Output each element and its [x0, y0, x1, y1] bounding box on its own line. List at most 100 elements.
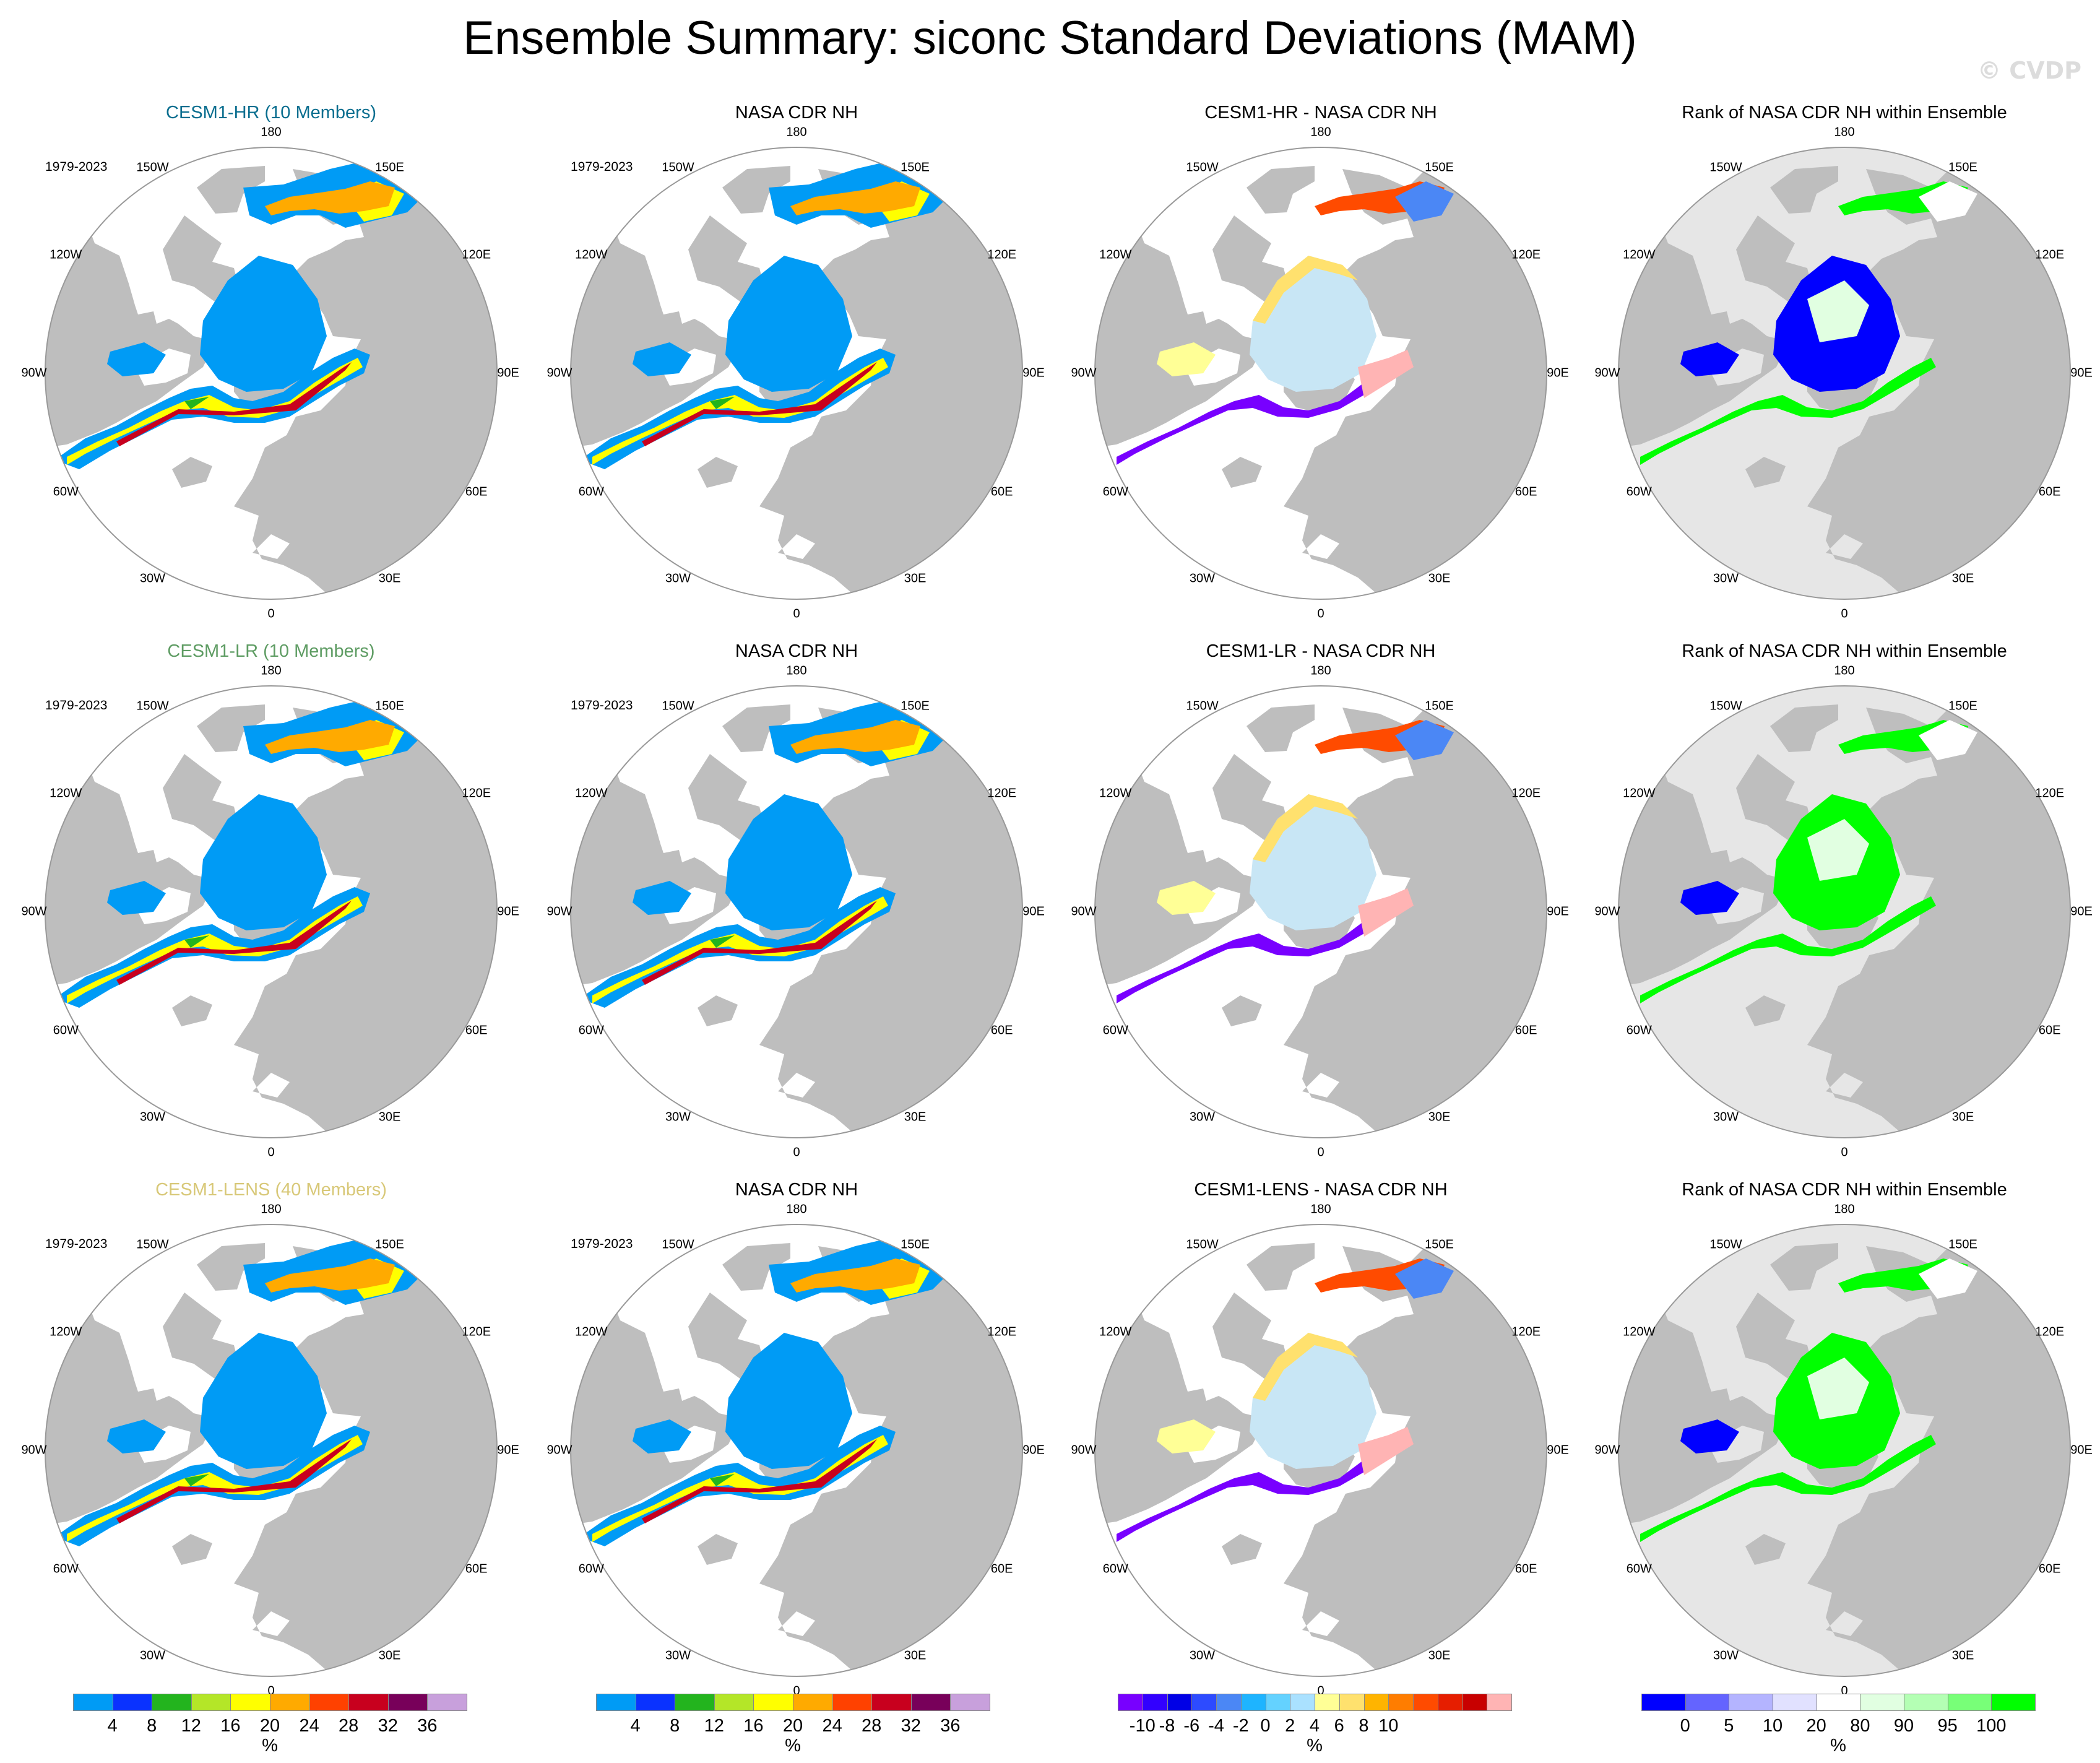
colorbar-unit: % — [1307, 1736, 1323, 1756]
longitude-label: 120W — [1099, 1325, 1132, 1338]
longitude-label: 0 — [1841, 607, 1848, 621]
longitude-label: 90E — [1547, 1443, 1569, 1457]
map-boundary — [45, 685, 498, 1138]
colorbar-swatch — [635, 1694, 676, 1711]
polar-map — [1094, 685, 1547, 1138]
longitude-label: 60W — [578, 1562, 604, 1575]
longitude-label: 0 — [267, 607, 275, 621]
colorbar-tick-label: 4 — [1309, 1716, 1320, 1736]
colorbar-swatch — [950, 1694, 990, 1711]
longitude-label: 150W — [1186, 1237, 1219, 1252]
longitude-label: 150W — [1709, 699, 1742, 713]
panel-title: Rank of NASA CDR NH within Ensemble — [1682, 1180, 2007, 1200]
ice-region-central-arctic — [725, 256, 852, 392]
longitude-label: 30E — [1951, 571, 1974, 586]
longitude-label: 120W — [575, 248, 608, 261]
longitude-label: 180 — [786, 125, 807, 139]
longitude-label: 120W — [575, 786, 608, 800]
longitude-label: 150W — [136, 699, 169, 713]
colorbar-swatch — [1816, 1694, 1861, 1711]
panel-title: CESM1-HR (10 Members) — [166, 103, 376, 123]
longitude-label: 30E — [904, 1110, 927, 1124]
polar-map — [1618, 147, 2071, 600]
polar-map — [45, 1224, 498, 1677]
colorbar-diff: -10 -8 -6 -4 -2 0 2 4 6 8 10% — [1118, 1694, 1512, 1756]
diff-region-rim — [1253, 794, 1358, 862]
longitude-label: 150E — [375, 699, 404, 713]
panel-title: NASA CDR NH — [735, 103, 858, 123]
colorbar-tick-label: -4 — [1208, 1716, 1224, 1736]
ice-region-hudson — [633, 342, 691, 376]
colorbar-tick-label: -10 — [1129, 1716, 1156, 1736]
map-boundary — [1094, 147, 1547, 600]
diff-region-barents — [1358, 888, 1414, 937]
colorbar-swatch — [1240, 1694, 1266, 1711]
ice-region-hudson — [107, 1419, 166, 1453]
longitude-label: 150E — [375, 160, 404, 175]
diff-region-okhotsk — [1395, 720, 1454, 760]
longitude-label: 90W — [547, 366, 573, 380]
colorbar-swatch — [910, 1694, 951, 1711]
colorbar-swatch — [73, 1694, 113, 1711]
longitude-label: 120E — [462, 248, 491, 261]
colorbar-swatch — [348, 1694, 389, 1711]
longitude-label: 30E — [1428, 1648, 1451, 1663]
longitude-label: 90W — [21, 904, 47, 919]
longitude-label: 30W — [1713, 1110, 1739, 1124]
longitude-label: 120E — [1511, 248, 1541, 261]
colorbar-tick-label: -8 — [1159, 1716, 1175, 1736]
rank-region-atlantic — [1640, 1435, 1936, 1542]
longitude-label: 90E — [1547, 904, 1569, 919]
colorbar-swatch — [1729, 1694, 1773, 1711]
longitude-label: 180 — [786, 1202, 807, 1216]
rank-region-hudson — [1680, 1419, 1739, 1453]
map-boundary — [1094, 685, 1547, 1138]
edge-patch — [184, 935, 209, 948]
colorbar-swatch — [1339, 1694, 1365, 1711]
longitude-label: 90W — [1594, 1443, 1620, 1457]
longitude-label: 120W — [1623, 1325, 1656, 1338]
high-variability-band-bering — [265, 1258, 395, 1293]
longitude-label: 90E — [1022, 904, 1045, 919]
longitude-label: 30E — [378, 571, 401, 586]
colorbar-tick-label: -6 — [1183, 1716, 1200, 1736]
panel-title: CESM1-LENS (40 Members) — [155, 1180, 387, 1200]
colorbar-swatch — [1363, 1694, 1389, 1711]
colorbar-unit: % — [1830, 1736, 1846, 1756]
colorbar-swatch — [1388, 1694, 1414, 1711]
longitude-label: 150E — [1948, 1237, 1977, 1252]
colorbar-swatch — [596, 1694, 636, 1711]
polar-map — [1618, 685, 2071, 1138]
colorbar-swatch — [753, 1694, 793, 1711]
rank-region-inner — [1807, 280, 1869, 342]
polar-map — [45, 147, 498, 600]
longitude-label: 150E — [1425, 699, 1454, 713]
longitude-label: 180 — [261, 664, 282, 678]
colorbar-swatch — [152, 1694, 192, 1711]
colorbar-std: 4 8 12 16 20 24 28 32 36% — [73, 1694, 467, 1756]
rank-region-atlantic — [1640, 896, 1936, 1003]
colorbar-swatch — [1947, 1694, 1992, 1711]
rank-region-hudson — [1680, 881, 1739, 915]
longitude-label: 30W — [1713, 571, 1739, 586]
longitude-label: 180 — [1310, 125, 1331, 139]
colorbar-tick-label: 24 — [299, 1716, 319, 1736]
longitude-label: 150W — [662, 160, 694, 175]
colorbar-swatch — [387, 1694, 428, 1711]
colorbar-swatch — [230, 1694, 270, 1711]
high-variability-band-bering — [790, 181, 920, 215]
colorbar-tick-label: -2 — [1232, 1716, 1249, 1736]
longitude-label: 90E — [2070, 1443, 2093, 1457]
longitude-label: 0 — [793, 1145, 800, 1159]
longitude-label: 150W — [1709, 160, 1742, 175]
longitude-label: 0 — [1317, 607, 1324, 621]
longitude-label: 0 — [793, 1684, 800, 1698]
longitude-label: 90W — [547, 1443, 573, 1457]
longitude-label: 60W — [53, 1023, 79, 1037]
ice-region-hudson — [633, 881, 691, 915]
longitude-label: 180 — [1834, 1202, 1855, 1216]
colorbar-tick-label: 28 — [339, 1716, 359, 1736]
longitude-label: 30W — [1713, 1648, 1739, 1663]
high-variability-band-bering — [265, 720, 395, 754]
diff-region-rim — [1253, 1333, 1358, 1401]
